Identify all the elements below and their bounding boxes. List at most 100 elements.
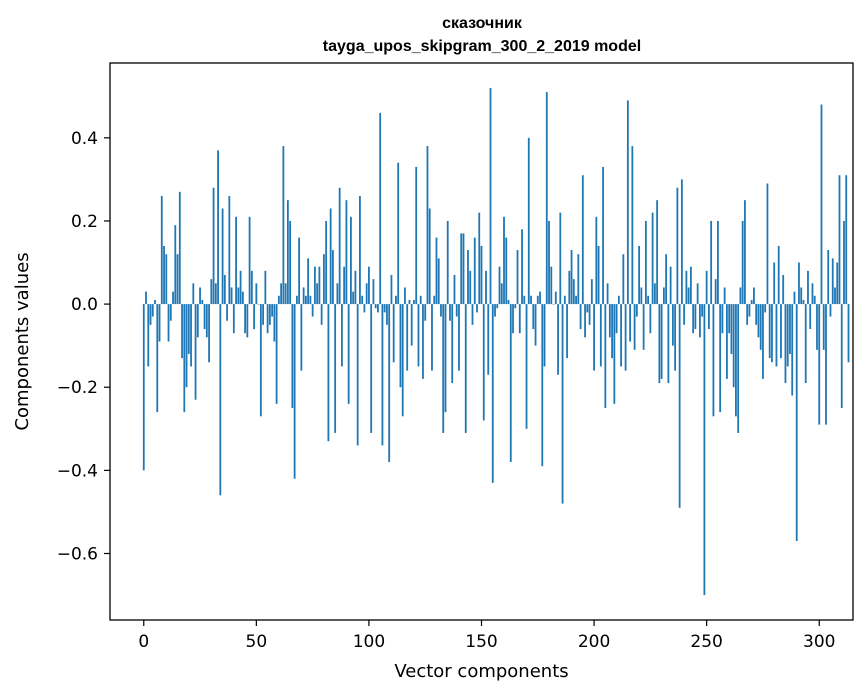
bar (705, 270, 708, 305)
bar (370, 304, 373, 433)
bar (791, 304, 794, 396)
bar (678, 304, 681, 508)
bar (300, 304, 303, 371)
bar (408, 299, 411, 305)
bar (649, 304, 652, 334)
bar (570, 250, 573, 305)
bar (277, 295, 280, 305)
bar (829, 304, 832, 317)
bar (383, 304, 386, 313)
bar (192, 283, 195, 305)
bar (316, 283, 319, 305)
bar (160, 196, 163, 305)
bar (563, 295, 566, 305)
bar (748, 304, 751, 317)
bar (820, 104, 823, 305)
bar (485, 270, 487, 305)
bar (590, 279, 593, 305)
bar (424, 304, 427, 321)
bar (494, 304, 496, 317)
bar (257, 304, 260, 305)
y-tick-label: 0.2 (71, 212, 98, 232)
bar (352, 291, 355, 305)
bar (169, 304, 172, 321)
bar (737, 304, 740, 433)
bar (836, 262, 839, 305)
bar (156, 304, 159, 413)
bar (638, 245, 641, 305)
bar (572, 279, 575, 305)
bar (550, 266, 553, 305)
bar (199, 287, 201, 305)
bar (404, 287, 406, 305)
bar (228, 196, 231, 305)
bar (205, 304, 208, 338)
bar (807, 270, 809, 305)
bar (554, 291, 557, 305)
bar (417, 304, 420, 367)
bar (318, 266, 321, 305)
bar (615, 304, 618, 334)
bar (359, 196, 361, 305)
bar (183, 304, 186, 413)
bar (768, 304, 771, 359)
bar (730, 304, 733, 354)
bar (523, 295, 526, 305)
bar (825, 304, 827, 425)
bar (237, 287, 240, 305)
bar (642, 304, 645, 350)
bar (460, 233, 463, 305)
bar (397, 162, 400, 305)
x-tick-label: 50 (246, 632, 268, 652)
bar (201, 299, 204, 305)
bar (377, 304, 379, 313)
bar (629, 304, 631, 342)
bar (469, 270, 472, 305)
bar (532, 304, 535, 330)
bar (437, 258, 440, 305)
bar (834, 287, 836, 305)
bar (822, 304, 825, 350)
bar (154, 299, 156, 305)
bar (295, 295, 298, 305)
bar (259, 304, 262, 417)
bar (455, 304, 458, 317)
bar (602, 166, 604, 305)
bar (343, 266, 346, 305)
bar (332, 250, 334, 305)
bar (374, 304, 377, 309)
bar (226, 304, 228, 321)
bar (626, 100, 629, 305)
bar (530, 295, 532, 305)
bar (462, 233, 465, 305)
bar (482, 304, 485, 421)
bar (413, 299, 415, 305)
bar (395, 295, 397, 305)
bar (595, 216, 598, 305)
bar (514, 304, 517, 309)
bar (667, 304, 670, 384)
bar (773, 262, 776, 305)
bar (151, 304, 154, 317)
bar (671, 304, 674, 346)
bar (719, 304, 722, 413)
bar (286, 200, 289, 305)
bar (782, 274, 785, 305)
bar (235, 216, 237, 305)
bar (689, 266, 692, 305)
bar (325, 220, 328, 305)
bar (503, 216, 505, 305)
bar (392, 304, 395, 363)
bar (694, 304, 697, 330)
bar (784, 304, 787, 384)
bar (147, 304, 150, 367)
bar (613, 304, 616, 404)
bar (847, 304, 850, 363)
bar (350, 216, 352, 305)
bar (708, 304, 710, 330)
bar (293, 304, 296, 479)
bar (302, 287, 305, 305)
bar (552, 304, 555, 305)
bar (588, 304, 591, 325)
bar (266, 304, 269, 334)
